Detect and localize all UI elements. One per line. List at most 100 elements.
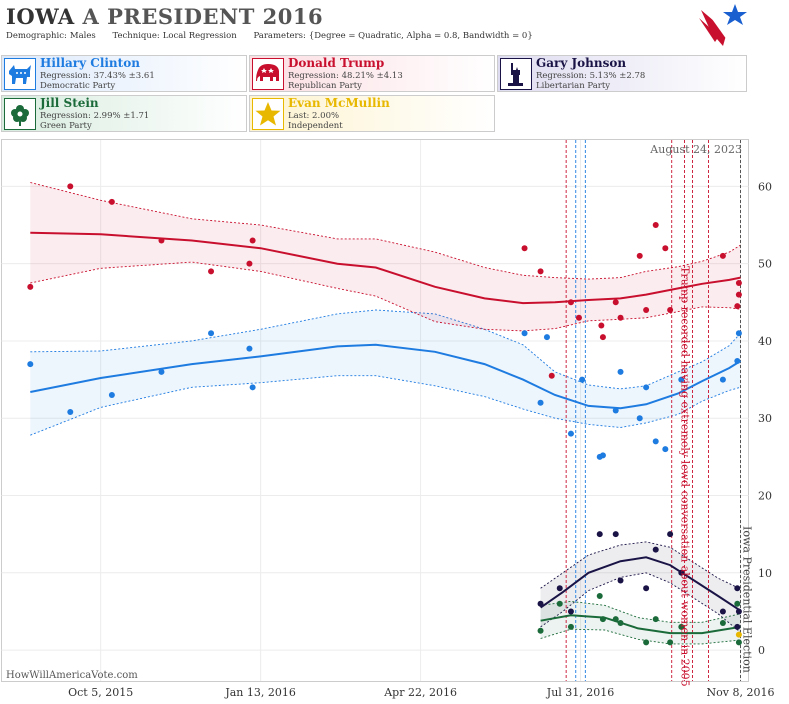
- poll-point: [719, 252, 726, 259]
- y-tick-label: 30: [758, 412, 772, 425]
- candidate-card-clinton[interactable]: Hillary Clinton Regression: 37.43% ±3.61…: [1, 55, 247, 92]
- poll-point: [599, 616, 606, 623]
- band-lower-line: [30, 375, 741, 436]
- poll-point: [556, 600, 563, 607]
- poll-point: [599, 334, 606, 341]
- demographic-label: Demographic:: [6, 31, 67, 41]
- annotation-label: Trump recorded having extremely lewd con…: [678, 266, 691, 687]
- poll-point: [678, 376, 685, 383]
- poll-point: [652, 546, 659, 553]
- poll-point: [652, 616, 659, 623]
- candidate-card-trump[interactable]: Donald Trump Regression: 48.21% ±4.13 Re…: [249, 55, 495, 92]
- band-upper-line: [540, 541, 741, 590]
- poll-point: [734, 585, 741, 592]
- poll-point: [667, 531, 674, 538]
- poll-point: [249, 237, 256, 244]
- candidate-name: Gary Johnson: [536, 56, 627, 70]
- candidate-regression: Regression: 2.99% ±1.71: [40, 111, 150, 121]
- y-tick-label: 20: [758, 490, 772, 503]
- poll-point: [643, 585, 650, 592]
- poll-point: [567, 299, 574, 306]
- candidate-card-stein[interactable]: Jill Stein Regression: 2.99% ±1.71 Green…: [1, 95, 247, 132]
- y-tick-label: 10: [758, 567, 772, 580]
- poll-point: [636, 252, 643, 259]
- poll-point: [652, 222, 659, 229]
- poll-point: [108, 392, 115, 399]
- band-upper-line: [30, 309, 741, 390]
- poll-point: [734, 358, 741, 365]
- candidate-name: Evan McMullin: [288, 96, 390, 110]
- poll-point: [735, 291, 742, 298]
- poll-point: [667, 307, 674, 314]
- annotation-label: Iowa Presidential Election: [741, 526, 754, 673]
- poll-point: [521, 245, 528, 252]
- poll-point: [537, 627, 544, 634]
- poll-point: [596, 592, 603, 599]
- poll-point: [249, 384, 256, 391]
- poll-point: [596, 531, 603, 538]
- poll-point: [543, 334, 550, 341]
- poll-point: [67, 183, 74, 190]
- poll-point: [521, 330, 528, 337]
- candidate-regression: Regression: 37.43% ±3.61: [40, 71, 155, 81]
- parameters-line: Demographic: Males Technique: Local Regres…: [6, 31, 706, 41]
- state-name: IOWA: [6, 4, 75, 29]
- poll-point: [643, 639, 650, 646]
- poll-chart: Trump recorded having extremely lewd con…: [1, 139, 774, 699]
- title-rest: A PRESIDENT 2016: [82, 4, 324, 29]
- x-axis: Oct 5, 2015 Jan 13, 2016 Apr 22, 2016 Jul 3…: [68, 686, 774, 699]
- x-tick-label: Jan 13, 2016: [224, 686, 296, 699]
- candidate-regression: Regression: 5.13% ±2.78: [536, 71, 646, 81]
- donkey-icon: [4, 58, 36, 90]
- poll-point: [27, 283, 34, 290]
- candidate-name: Jill Stein: [40, 96, 99, 110]
- poll-point: [719, 376, 726, 383]
- confidence-band: [540, 541, 741, 633]
- statue-of-liberty-icon: [500, 58, 532, 90]
- trend-line: [30, 231, 741, 305]
- poll-point: [612, 531, 619, 538]
- trend-lines: [30, 231, 742, 635]
- poll-point: [735, 639, 742, 646]
- poll-point: [537, 399, 544, 406]
- x-tick-label: Apr 22, 2016: [383, 686, 457, 699]
- candidate-card-johnson[interactable]: Gary Johnson Regression: 5.13% ±2.78 Lib…: [497, 55, 747, 92]
- poll-point: [599, 452, 606, 459]
- chart-date-label: August 24, 2023: [649, 143, 742, 156]
- site-logo-icon: [699, 4, 747, 46]
- poll-point: [735, 279, 742, 286]
- candidate-card-mcmullin[interactable]: Evan McMullin Last: 2.00% Independent: [249, 95, 495, 132]
- poll-point: [537, 600, 544, 607]
- poll-point: [643, 307, 650, 314]
- poll-point: [643, 384, 650, 391]
- poll-point: [556, 585, 563, 592]
- poll-point: [208, 330, 215, 337]
- page-title: IOWA A PRESIDENT 2016: [6, 4, 706, 29]
- poll-point: [612, 407, 619, 414]
- candidate-name: Donald Trump: [288, 56, 385, 70]
- demographic-value: Males: [69, 31, 96, 41]
- poll-point: [548, 372, 555, 379]
- technique-label: Technique:: [112, 31, 160, 41]
- poll-point: [567, 430, 574, 437]
- poll-point: [678, 569, 685, 576]
- candidate-regression: Regression: 48.21% ±4.13: [288, 71, 403, 81]
- header: IOWA A PRESIDENT 2016 Demographic: Males …: [6, 4, 706, 41]
- y-tick-label: 50: [758, 258, 772, 271]
- y-tick-label: 0: [758, 644, 765, 657]
- poll-point: [158, 368, 165, 375]
- confidence-band: [30, 310, 741, 436]
- poll-point: [108, 198, 115, 205]
- poll-point: [246, 345, 253, 352]
- trend-line: [540, 556, 742, 612]
- star-icon: [252, 98, 284, 130]
- poll-point: [636, 415, 643, 422]
- candidate-regression: Last: 2.00%: [288, 111, 340, 121]
- candidate-party: Democratic Party: [40, 81, 116, 91]
- band-lower-line: [540, 628, 741, 645]
- poll-point: [735, 608, 742, 615]
- y-tick-label: 40: [758, 335, 772, 348]
- poll-point: [667, 639, 674, 646]
- poll-point: [27, 361, 34, 368]
- poll-point: [734, 600, 741, 607]
